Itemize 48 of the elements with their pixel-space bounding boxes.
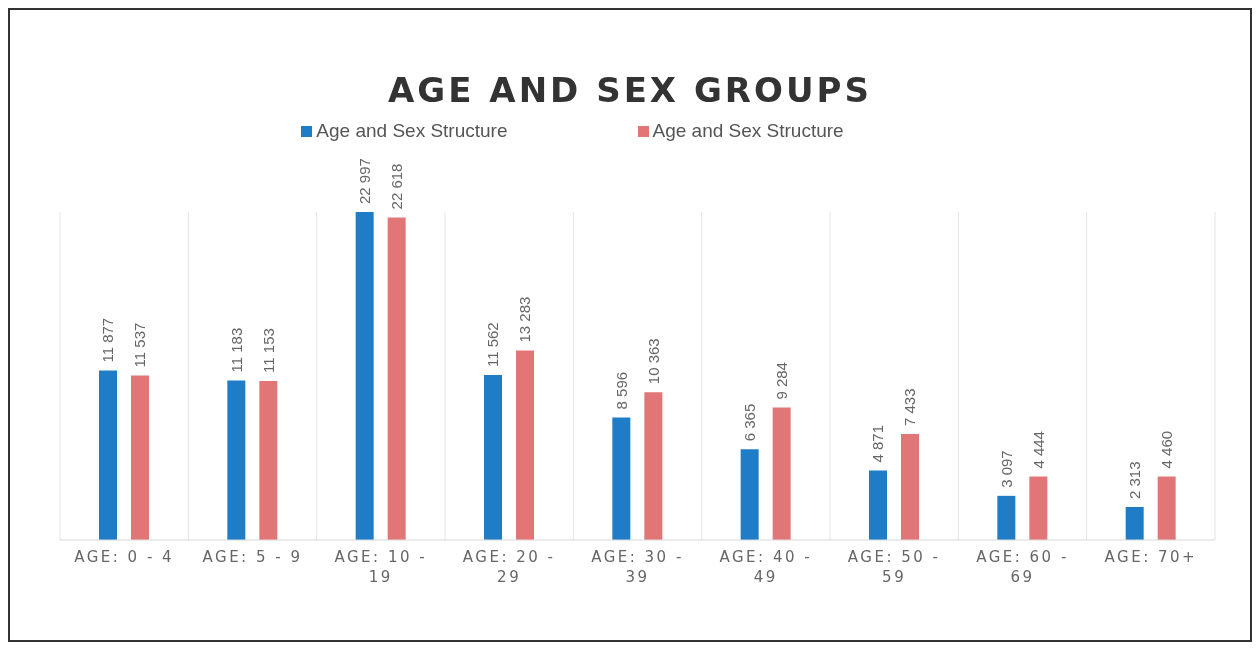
data-label: 11 562 (484, 322, 502, 368)
bar (516, 350, 534, 540)
x-tick-label: AGE: 20 - 29 (462, 548, 556, 586)
bar (1157, 476, 1176, 540)
legend-label: Age and Sex Structure (316, 120, 508, 141)
data-label: 13 283 (516, 296, 534, 343)
x-tick-label: AGE: 30 - 39 (591, 548, 684, 586)
data-label: 4 871 (869, 424, 887, 463)
bar (740, 449, 759, 540)
bar (1029, 476, 1048, 540)
x-tick-label: AGE: 10 - 19 (334, 548, 428, 586)
data-label: 11 537 (131, 322, 149, 368)
data-label: 7 433 (901, 388, 919, 426)
data-label: 2 313 (1126, 461, 1144, 500)
data-label: 11 877 (99, 317, 117, 363)
bar (901, 433, 919, 540)
bar (227, 380, 246, 540)
x-tick-label: AGE: 0 - 4 (74, 548, 175, 566)
x-tick-label: AGE: 50 - 59 (847, 548, 941, 586)
data-label: 8 596 (612, 371, 630, 410)
data-label: 4 460 (1158, 430, 1176, 469)
data-label: 6 365 (741, 403, 759, 442)
data-label: 3 097 (997, 450, 1015, 488)
x-tick-label: AGE: 40 - 49 (719, 548, 813, 586)
bar (355, 212, 374, 540)
bar (772, 407, 791, 540)
x-tick-label: AGE: 70+ (1104, 548, 1198, 566)
bar (869, 470, 887, 540)
bar (997, 495, 1016, 540)
bar (644, 392, 663, 540)
bar (612, 417, 631, 540)
bar (484, 375, 502, 540)
data-label: 10 363 (644, 338, 662, 385)
data-label: 22 618 (388, 163, 406, 210)
bar (1125, 507, 1144, 540)
x-tick-label: AGE: 60 - 69 (976, 548, 1069, 586)
data-label: 11 153 (259, 328, 277, 373)
bar (387, 217, 406, 540)
data-label: 4 444 (1029, 431, 1047, 469)
bar (99, 370, 117, 540)
data-label: 9 284 (773, 362, 791, 400)
bar (131, 375, 149, 540)
bar (259, 380, 278, 540)
chart-title: AGE AND SEX GROUPS (387, 70, 873, 110)
data-label: 22 997 (356, 158, 374, 204)
x-tick-label: AGE: 5 - 9 (202, 548, 303, 566)
legend-label: Age and Sex Structure (652, 120, 844, 141)
data-label: 11 183 (227, 327, 245, 373)
